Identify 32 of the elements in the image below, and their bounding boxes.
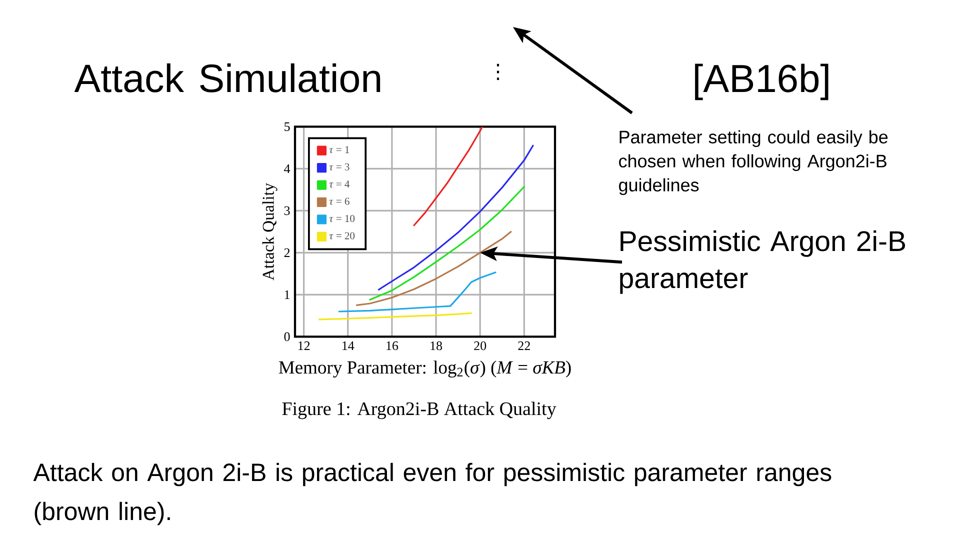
- x-tick-label: 16: [386, 341, 398, 350]
- legend-label: τ = 10: [329, 214, 355, 222]
- line-series: [318, 312, 472, 320]
- line-series: [413, 126, 484, 226]
- legend-label: τ = 3: [329, 163, 350, 170]
- legend-label: τ = 1: [329, 146, 350, 154]
- x-tick-label: 22: [518, 341, 530, 350]
- y-tick-label: 4: [284, 164, 290, 173]
- y-axis-title: Attack Quality: [262, 182, 278, 280]
- x-tick-label: 18: [430, 341, 442, 350]
- chart-title: Attack Simulation: [74, 63, 380, 92]
- y-tick-label: 3: [284, 206, 290, 216]
- x-tick-label: 12: [298, 341, 310, 350]
- legend-label: τ = 4: [329, 180, 350, 188]
- line-series: [369, 186, 525, 301]
- text: ⋮: [496, 64, 500, 80]
- y-tick-label: 1: [284, 290, 290, 299]
- text: Memory Parameter: log$_{2}$(σ) (M = σKB): [278, 360, 571, 378]
- annotation: Pessimistic Argon 2i-B parameter: [620, 230, 906, 294]
- line-series: [378, 144, 534, 290]
- y-tick-label: 2: [284, 248, 290, 257]
- text: Parameter setting could easily be chosen when following Argon2i-B guidelines: [619, 130, 888, 196]
- text: [AB16b]: [695, 64, 828, 100]
- x-tick-label: 20: [474, 341, 486, 350]
- legend-label: τ = 20: [329, 232, 355, 240]
- y-tick-label: 5: [284, 122, 290, 132]
- x-tick-label: 14: [342, 341, 354, 350]
- legend-label: τ = 6: [329, 198, 350, 205]
- text: Attack on Argon 2i-B is practical even for pessimistic parameter ranges (brown line).: [33, 462, 832, 526]
- caption: Figure 1: Argon2i-B Attack Quality: [282, 402, 556, 420]
- line-series: [338, 272, 496, 312]
- y-tick-label: 0: [284, 332, 290, 342]
